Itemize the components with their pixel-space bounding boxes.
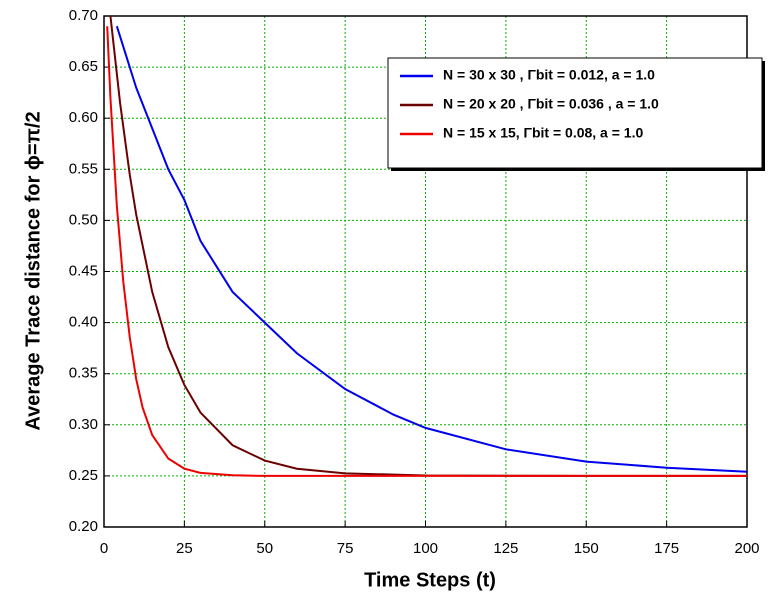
x-tick-label: 25: [176, 540, 193, 557]
x-axis-label: Time Steps (t): [364, 569, 496, 591]
y-tick-label: 0.25: [69, 467, 98, 484]
x-tick-label: 125: [493, 540, 518, 557]
y-tick-label: 0.30: [69, 416, 98, 433]
y-tick-label: 0.55: [69, 160, 98, 177]
legend-box: [387, 57, 763, 169]
legend-label: N = 20 x 20 , Γbit = 0.036 , a = 1.0: [443, 96, 659, 112]
y-tick-label: 0.65: [69, 58, 98, 75]
x-tick-label: 200: [734, 540, 759, 557]
y-tick-label: 0.70: [69, 7, 98, 24]
x-tick-label: 150: [574, 540, 599, 557]
y-tick-label: 0.20: [69, 518, 98, 535]
y-tick-label: 0.50: [69, 211, 98, 228]
y-tick-label: 0.35: [69, 365, 98, 382]
y-tick-label: 0.40: [69, 314, 98, 331]
legend-label: N = 30 x 30 , Γbit = 0.012, a = 1.0: [443, 67, 655, 83]
legend-label: N = 15 x 15, Γbit = 0.08, a = 1.0: [443, 125, 643, 141]
series-line: [109, 16, 747, 477]
plot-frame: [103, 15, 748, 528]
x-tick-label: 0: [100, 540, 108, 557]
y-tick-label: 0.45: [69, 262, 98, 279]
y-axis-label: Average Trace distance for ϕ=π/2: [22, 111, 44, 430]
x-tick-label: 175: [654, 540, 679, 557]
x-tick-label: 75: [337, 540, 354, 557]
x-tick-label: 50: [256, 540, 273, 557]
series-line: [115, 25, 747, 473]
series-line: [106, 26, 747, 477]
x-tick-label: 100: [413, 540, 438, 557]
y-tick-label: 0.60: [69, 109, 98, 126]
